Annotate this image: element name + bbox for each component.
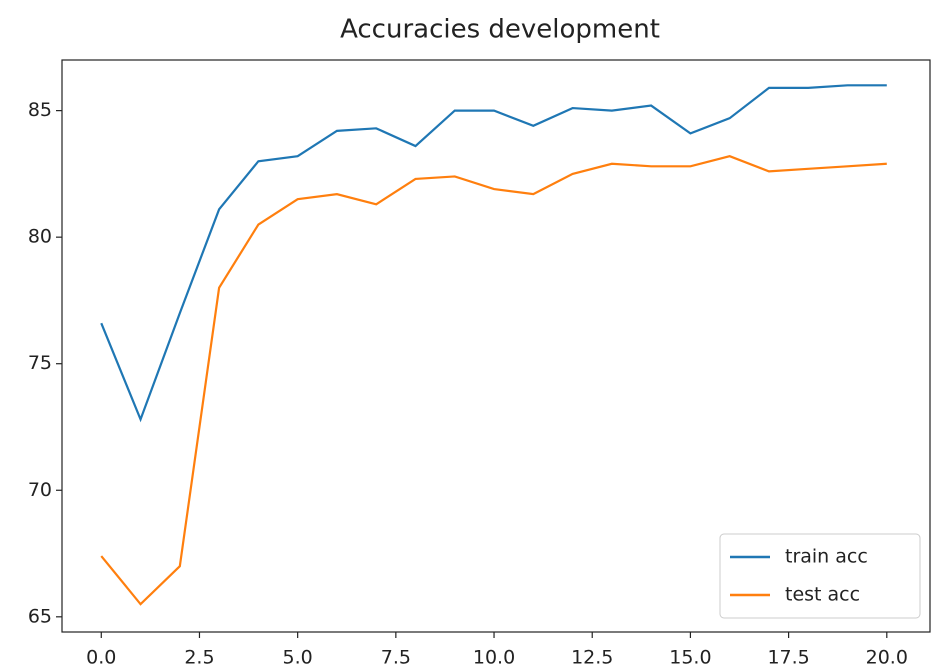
x-tick-label: 10.0: [473, 647, 515, 669]
x-tick-label: 0.0: [86, 647, 116, 669]
x-tick-label: 20.0: [866, 647, 908, 669]
legend-label: train acc: [785, 546, 868, 568]
x-tick-label: 5.0: [283, 647, 313, 669]
legend-label: test acc: [785, 584, 860, 606]
y-tick-label: 85: [28, 99, 52, 121]
x-tick-label: 15.0: [669, 647, 711, 669]
y-tick-label: 70: [28, 479, 52, 501]
x-tick-label: 2.5: [184, 647, 214, 669]
legend-box: [719, 533, 921, 619]
y-tick-label: 65: [28, 605, 52, 627]
y-tick-label: 80: [28, 226, 52, 248]
data-line: [100, 84, 887, 423]
x-tick-label: 17.5: [767, 647, 809, 669]
plot-frame: [61, 59, 931, 633]
x-tick-label: 12.5: [571, 647, 613, 669]
data-line: [100, 155, 887, 606]
y-tick-label: 75: [28, 352, 52, 374]
chart-title: Accuracies development: [340, 15, 660, 45]
x-tick-label: 7.5: [381, 647, 411, 669]
